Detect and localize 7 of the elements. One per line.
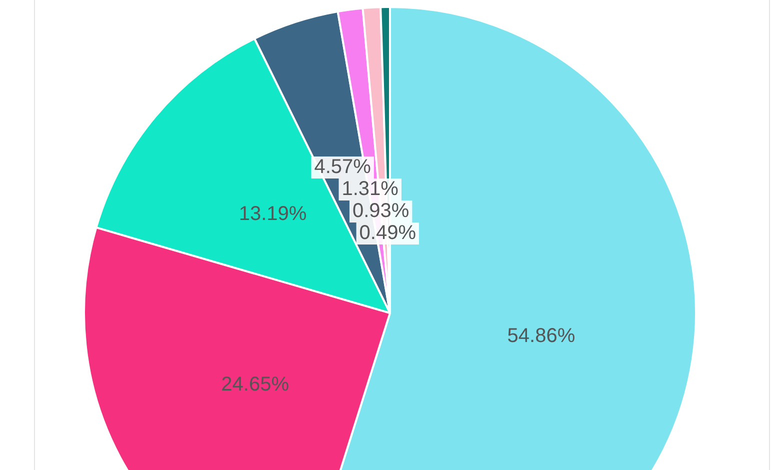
- data-label: 4.57%: [314, 156, 372, 178]
- data-label: 0.49%: [359, 222, 416, 244]
- data-label: 1.31%: [342, 178, 399, 200]
- data-label: 0.93%: [352, 200, 410, 222]
- data-label: 13.19%: [238, 203, 307, 226]
- data-label: 54.86%: [507, 324, 576, 347]
- data-label: 24.65%: [221, 374, 290, 396]
